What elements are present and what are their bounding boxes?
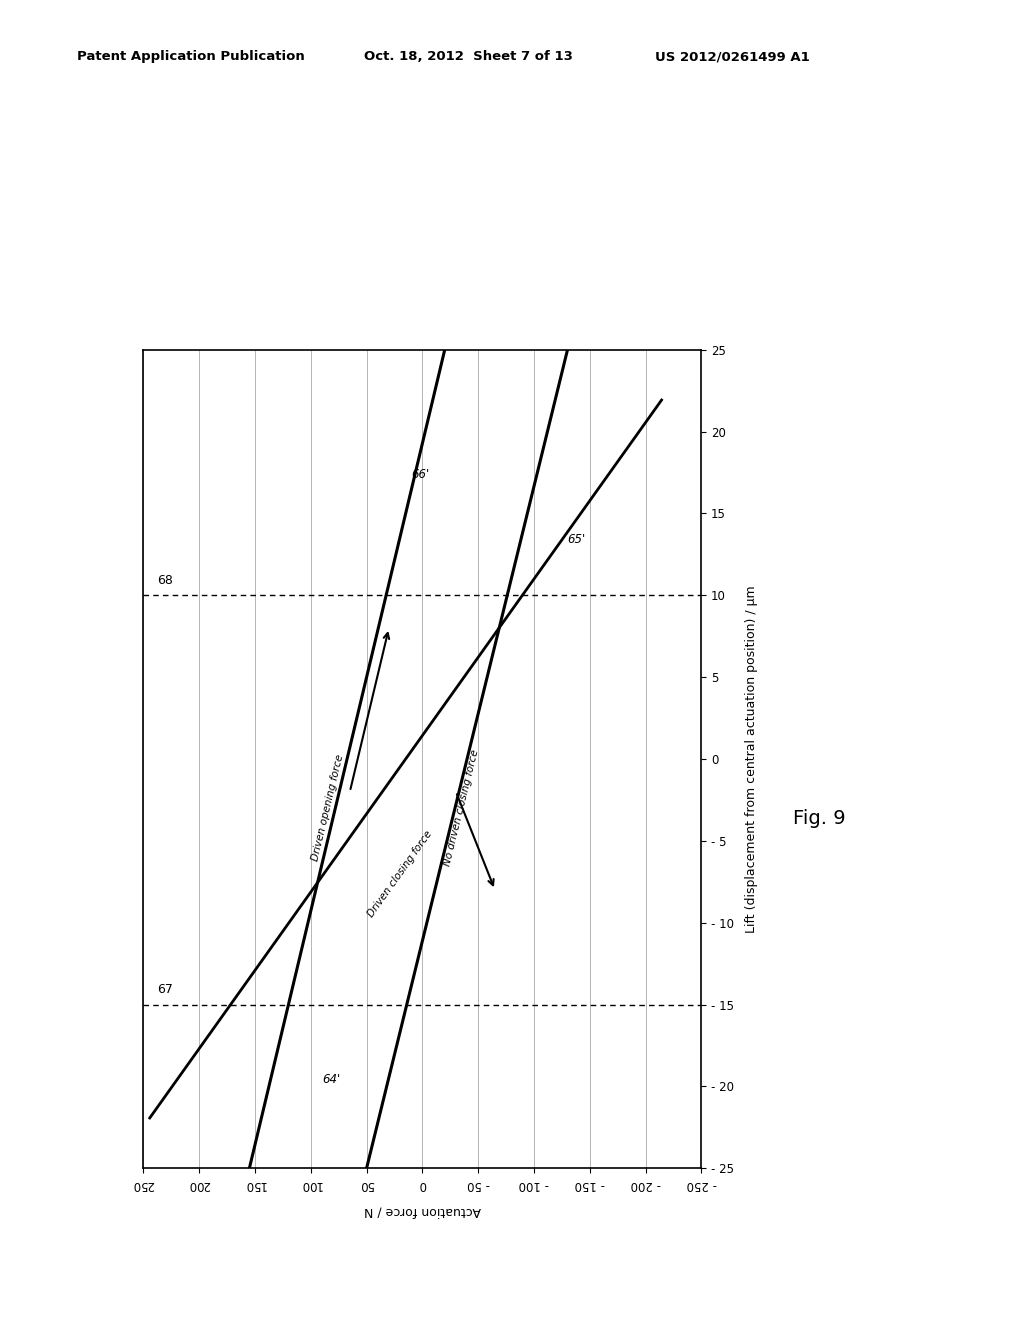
Text: Fig. 9: Fig. 9 — [793, 809, 846, 828]
Text: Oct. 18, 2012  Sheet 7 of 13: Oct. 18, 2012 Sheet 7 of 13 — [364, 50, 572, 63]
X-axis label: Actuation force / N: Actuation force / N — [364, 1205, 481, 1218]
Text: 66': 66' — [412, 467, 429, 480]
Text: Patent Application Publication: Patent Application Publication — [77, 50, 304, 63]
Text: Driven closing force: Driven closing force — [366, 829, 434, 919]
Y-axis label: Lift (displacement from central actuation position) / μm: Lift (displacement from central actuatio… — [745, 585, 759, 933]
Text: 64': 64' — [322, 1073, 340, 1086]
Text: 67: 67 — [157, 983, 173, 997]
Text: 68: 68 — [157, 574, 173, 587]
Text: Driven opening force: Driven opening force — [310, 754, 345, 862]
Text: US 2012/0261499 A1: US 2012/0261499 A1 — [655, 50, 810, 63]
Text: No driven closing force: No driven closing force — [442, 748, 480, 867]
Text: 65': 65' — [567, 533, 586, 546]
